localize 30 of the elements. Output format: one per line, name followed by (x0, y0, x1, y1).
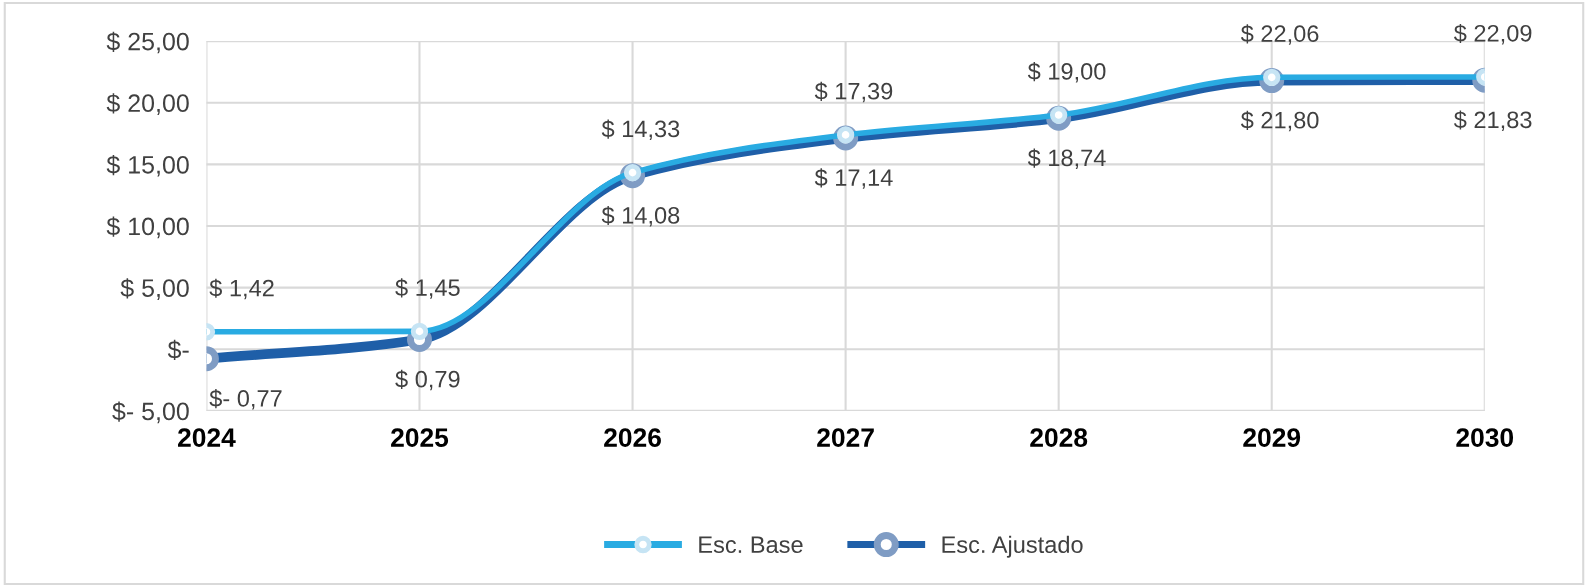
data-label: $- 0,77 (209, 389, 282, 410)
data-label: $ 21,83 (1453, 110, 1532, 131)
legend-label: Esc. Base (699, 536, 803, 554)
y-tick-label: $ 5,00 (120, 278, 189, 300)
data-label: $ 17,14 (814, 168, 893, 189)
y-tick-label: $ 15,00 (106, 154, 189, 177)
x-tick-label: 2026 (604, 428, 661, 447)
legend-label: Esc. Ajustado (942, 535, 1083, 558)
x-tick-label: 2028 (1030, 428, 1088, 447)
x-tick-label: 2024 (178, 428, 236, 447)
y-tick-label: $- 5,00 (112, 401, 189, 424)
data-label: $ 18,74 (1027, 148, 1106, 170)
data-label: $ 22,06 (1240, 24, 1319, 45)
y-tick-label: $- (167, 339, 189, 361)
data-label: $ 0,79 (395, 369, 460, 391)
data-label: $ 21,80 (1240, 110, 1319, 132)
data-label: $ 14,08 (601, 205, 680, 227)
x-tick-label: 2027 (817, 428, 874, 447)
x-tick-label: 2025 (391, 428, 449, 447)
y-tick-label: $ 10,00 (106, 216, 189, 239)
x-tick-label: 2029 (1243, 428, 1301, 447)
y-tick-label: $ 25,00 (106, 31, 189, 54)
data-label: $ 1,42 (209, 278, 274, 300)
data-label: $ 1,45 (395, 278, 460, 299)
data-label: $ 14,33 (601, 119, 680, 141)
data-label: $ 17,39 (814, 81, 893, 103)
data-label: $ 19,00 (1027, 62, 1106, 83)
x-tick-label: 2030 (1456, 428, 1514, 447)
y-tick-label: $ 20,00 (106, 93, 189, 115)
data-label: $ 22,09 (1453, 23, 1532, 45)
